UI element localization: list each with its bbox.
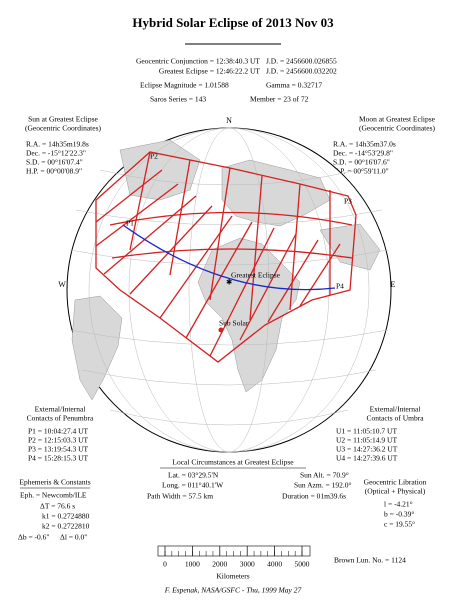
- compass-label: E: [391, 280, 396, 289]
- box-line: Dec. = -15°12'22.3": [26, 149, 86, 158]
- greatest-marker: ✱: [226, 278, 233, 287]
- box-line: P4 = 15:28:15.3 UT: [28, 454, 88, 463]
- box-line: R.A. = 14h35m19.8s: [26, 140, 89, 149]
- box-title: External/Internal: [35, 405, 86, 414]
- header-text: Gamma = 0.32717: [266, 81, 322, 90]
- map-label: Greatest Eclipse: [231, 271, 281, 280]
- box-title: Sun at Greatest Eclipse: [28, 115, 98, 124]
- lib-line: l = -4.21°: [384, 500, 413, 509]
- scale-bar: 0 1000 2000 3000 4000 5000: [157, 545, 311, 569]
- scale-tick-label: 5000: [295, 560, 310, 569]
- box-title: Ephemeris & Constants: [19, 478, 90, 487]
- local-line: Sun Alt. = 70.9°: [300, 471, 349, 480]
- box-line: H.P. = 00°00'08.9": [26, 167, 82, 176]
- footer: F. Espenak, NASA/GSFC - Thu, 1999 May 27: [164, 586, 302, 595]
- globe: ✱: [66, 127, 392, 453]
- header-text: Eclipse Magnitude = 1.01588: [140, 81, 229, 90]
- scale-tick-label: 2000: [212, 560, 227, 569]
- local-line: Duration = 01m39.6s: [282, 492, 346, 501]
- header-text: Greatest Eclipse = 12:46:22.2 UT: [159, 67, 261, 76]
- box-title: (Geocentric Coordinates): [359, 124, 436, 133]
- local-line: Long. = 011°40.1'W: [162, 481, 224, 490]
- scale-tick-label: 0: [163, 560, 167, 569]
- scale-tick-label: 1000: [185, 560, 200, 569]
- eph-line: k2 = 0.2722810: [42, 522, 90, 531]
- header-text: Saros Series = 143: [150, 95, 206, 104]
- header-text: Member = 23 of 72: [250, 95, 309, 104]
- box-line: U4 = 14:27:39.6 UT: [336, 454, 398, 463]
- box-line: P2 = 12:15:03.3 UT: [28, 436, 88, 445]
- map-label: P4: [336, 282, 344, 291]
- scale-tick-label: 4000: [267, 560, 282, 569]
- local-line: Path Width = 57.5 km: [147, 492, 213, 501]
- box-title: Contacts of Penumbra: [27, 414, 94, 423]
- box-line: U1 = 11:05:10.7 UT: [336, 427, 397, 436]
- eph-line: k1 = 0.2724880: [42, 512, 90, 521]
- box-line: U3 = 14:27:36.2 UT: [336, 445, 398, 454]
- map-label: P2: [150, 152, 158, 161]
- map-label: Sub Solar: [219, 319, 249, 328]
- box-title: Moon at Greatest Eclipse: [359, 115, 436, 124]
- box-line: P1 = 10:04:27.4 UT: [28, 427, 88, 436]
- box-line: S.D. = 00°16'07.6": [333, 158, 390, 167]
- scale-label: Kilometers: [216, 572, 249, 581]
- box-title: Geocentric Libration: [364, 478, 427, 487]
- compass-label: N: [226, 116, 232, 125]
- box-line: U2 = 11:05:14.9 UT: [336, 436, 397, 445]
- box-title: External/Internal: [370, 405, 421, 414]
- box-line: H.P. = 00°59'11.0": [333, 167, 389, 176]
- box-line: S.D. = 00°16'07.4": [26, 158, 83, 167]
- compass-label: W: [58, 280, 66, 289]
- lib-line: Brown Lun. No. = 1124: [334, 556, 406, 565]
- header-text: J.D. = 2456600.026855: [266, 57, 337, 66]
- box-title: (Optical + Physical): [365, 487, 426, 496]
- box-line: R.A. = 14h35m37.0s: [333, 140, 396, 149]
- scale-tick-label: 3000: [240, 560, 255, 569]
- box-title: (Geocentric Coordinates): [25, 124, 102, 133]
- lib-line: c = 19.55°: [384, 520, 415, 529]
- title: Hybrid Solar Eclipse of 2013 Nov 03: [132, 15, 334, 30]
- box-title: Local Circumstances at Greatest Eclipse: [172, 458, 294, 467]
- eph-line: Δl = 0.0": [60, 533, 87, 542]
- map-label: P1: [126, 219, 134, 228]
- eph-line: ΔT = 76.6 s: [40, 502, 75, 511]
- eph-line: Eph. = Newcomb/ILE: [20, 491, 87, 500]
- lib-line: b = -0.39°: [384, 510, 414, 519]
- eph-line: Δb = -0.6": [18, 533, 50, 542]
- header-text: Geocentric Conjunction = 12:38:40.3 UT: [136, 57, 260, 66]
- header-text: J.D. = 2456600.032202: [266, 67, 337, 76]
- box-line: P3 = 13:19:54.3 UT: [28, 445, 88, 454]
- box-title: Contacts of Umbra: [366, 414, 424, 423]
- local-line: Lat. = 03°29.5'N: [168, 471, 219, 480]
- map-label: P3: [344, 197, 352, 206]
- box-line: Dec. = -14°53'29.8": [333, 149, 393, 158]
- local-line: Sun Azm. = 192.0°: [294, 481, 351, 490]
